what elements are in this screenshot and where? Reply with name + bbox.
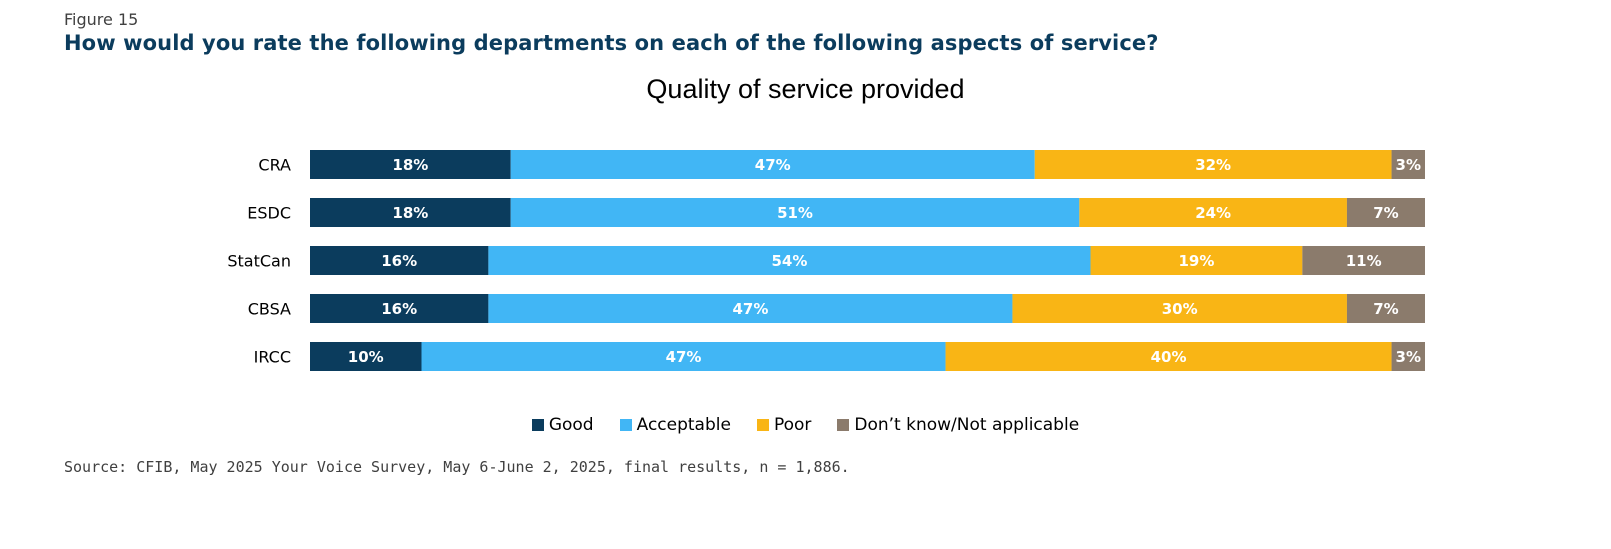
bar-segment-cbsa-2 bbox=[1012, 294, 1347, 323]
bar-segment-ircc-0 bbox=[310, 342, 422, 371]
chart-title: Quality of service provided bbox=[0, 74, 1611, 105]
legend-label-1: Acceptable bbox=[636, 415, 731, 435]
data-label-cra-1: 47% bbox=[755, 156, 791, 174]
data-label-cbsa-2: 30% bbox=[1162, 300, 1198, 318]
data-label-esdc-2: 24% bbox=[1195, 204, 1231, 222]
bar-segment-statcan-3 bbox=[1302, 246, 1425, 275]
legend-item-2: Poor bbox=[756, 415, 812, 435]
data-label-statcan-3: 11% bbox=[1346, 252, 1382, 270]
bar-segment-statcan-2 bbox=[1090, 246, 1303, 275]
bar-segment-ircc-1 bbox=[421, 342, 946, 371]
data-label-cbsa-1: 47% bbox=[732, 300, 768, 318]
data-label-ircc-1: 47% bbox=[666, 348, 702, 366]
bar-segment-ircc-2 bbox=[945, 342, 1392, 371]
data-label-statcan-2: 19% bbox=[1178, 252, 1214, 270]
bar-segment-esdc-1 bbox=[510, 198, 1080, 227]
data-label-cra-3: 3% bbox=[1396, 156, 1421, 174]
data-label-cra-0: 18% bbox=[392, 156, 428, 174]
figure-label: Figure 15 bbox=[64, 10, 139, 29]
bar-segment-statcan-0 bbox=[310, 246, 489, 275]
data-label-statcan-0: 16% bbox=[381, 252, 417, 270]
legend-swatch-2 bbox=[756, 419, 769, 431]
legend-label-0: Good bbox=[548, 415, 594, 435]
bar-segment-cra-2 bbox=[1034, 150, 1392, 179]
legend-label-3: Don’t know/Not applicable bbox=[854, 415, 1080, 435]
category-label-cbsa: CBSA bbox=[248, 300, 291, 319]
bar-segment-esdc-0 bbox=[310, 198, 511, 227]
legend-item-1: Acceptable bbox=[619, 415, 731, 435]
data-label-cbsa-3: 7% bbox=[1373, 300, 1398, 318]
bar-segment-ircc-3 bbox=[1391, 342, 1425, 371]
bar-segment-cra-3 bbox=[1391, 150, 1425, 179]
bar-segment-statcan-1 bbox=[488, 246, 1091, 275]
bar-segment-cra-1 bbox=[510, 150, 1035, 179]
question-heading: How would you rate the following departm… bbox=[64, 31, 1159, 55]
chart-title-text: Quality of service provided bbox=[646, 74, 965, 104]
chart-legend: Good Acceptable Poor Don’t know/Not applica… bbox=[0, 415, 1611, 435]
data-label-ircc-2: 40% bbox=[1151, 348, 1187, 366]
data-label-cra-2: 32% bbox=[1195, 156, 1231, 174]
bar-segment-cbsa-3 bbox=[1346, 294, 1425, 323]
category-label-ircc: IRCC bbox=[254, 348, 291, 367]
data-label-ircc-0: 10% bbox=[348, 348, 384, 366]
legend-swatch-3 bbox=[837, 419, 850, 431]
legend-swatch-1 bbox=[619, 419, 632, 431]
bar-segment-cbsa-1 bbox=[488, 294, 1013, 323]
data-label-esdc-0: 18% bbox=[392, 204, 428, 222]
legend-item-0: Good bbox=[531, 415, 594, 435]
data-label-ircc-3: 3% bbox=[1396, 348, 1421, 366]
bar-segment-esdc-3 bbox=[1346, 198, 1425, 227]
category-label-statcan: StatCan bbox=[227, 252, 291, 271]
data-label-esdc-1: 51% bbox=[777, 204, 813, 222]
stacked-bar-chart: CRA 18% 47% 32% 3% ESDC 18% 51% 24% 7% StatCan 16% 5… bbox=[227, 150, 1425, 371]
data-label-esdc-3: 7% bbox=[1373, 204, 1398, 222]
source-note: Source: CFIB, May 2025 Your Voice Survey… bbox=[64, 458, 850, 476]
bar-segment-cbsa-0 bbox=[310, 294, 489, 323]
category-label-esdc: ESDC bbox=[247, 204, 291, 223]
bar-segment-cra-0 bbox=[310, 150, 511, 179]
data-label-statcan-1: 54% bbox=[771, 252, 807, 270]
legend-item-3: Don’t know/Not applicable bbox=[837, 415, 1079, 435]
data-label-cbsa-0: 16% bbox=[381, 300, 417, 318]
category-label-cra: CRA bbox=[258, 156, 291, 175]
legend-swatch-0 bbox=[531, 419, 544, 431]
bar-segment-esdc-2 bbox=[1079, 198, 1347, 227]
legend-label-2: Poor bbox=[773, 415, 812, 435]
